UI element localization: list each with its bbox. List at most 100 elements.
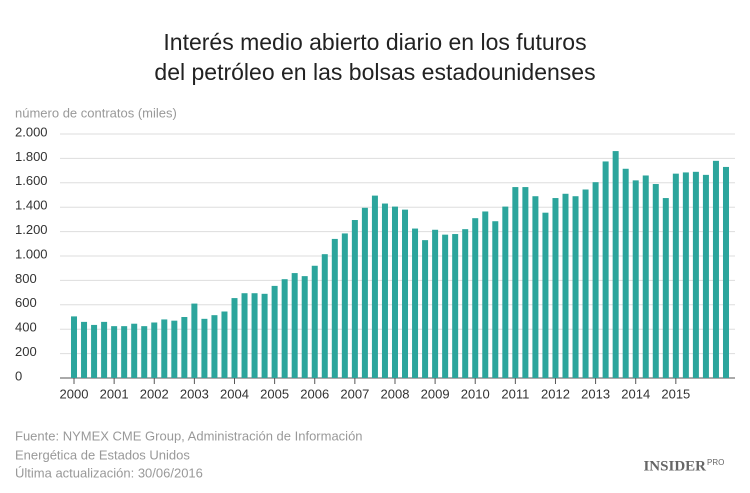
source: Fuente: NYMEX CME Group, Administración …	[15, 428, 363, 443]
bar	[662, 198, 669, 378]
y-tick-label: 800	[15, 271, 37, 286]
bar	[141, 326, 148, 378]
x-tick-label: 2006	[300, 386, 329, 401]
bar	[522, 187, 529, 378]
logo-sup: PRO	[707, 458, 724, 467]
y-tick-label: 2.000	[15, 124, 48, 139]
x-tick-label: 2012	[541, 386, 570, 401]
bar	[682, 172, 689, 378]
bar	[391, 206, 398, 378]
x-tick-label: 2002	[140, 386, 169, 401]
bar	[422, 240, 429, 378]
bar	[161, 319, 168, 378]
bar	[191, 303, 198, 378]
bar	[722, 166, 729, 378]
bar	[91, 324, 98, 378]
bar	[221, 311, 228, 378]
bar	[71, 316, 78, 378]
chart-title: del petróleo en las bolsas estadounidens…	[154, 59, 595, 85]
bar	[271, 285, 278, 378]
bar	[231, 298, 238, 378]
source: Última actualización: 30/06/2016	[15, 465, 203, 480]
source: Energética de Estados Unidos	[15, 447, 190, 462]
bar	[502, 206, 509, 378]
bar	[532, 196, 539, 378]
bar	[171, 320, 178, 378]
bar	[472, 218, 479, 378]
bar	[542, 212, 549, 378]
bar	[702, 174, 709, 378]
bar	[622, 168, 629, 378]
bar	[452, 234, 459, 378]
bar	[652, 184, 659, 378]
y-tick-label: 1.200	[15, 222, 48, 237]
x-tick-label: 2004	[220, 386, 249, 401]
bar	[402, 209, 409, 378]
y-tick-label: 200	[15, 344, 37, 359]
bar	[201, 318, 208, 378]
bar	[211, 315, 218, 378]
chart-title: Interés medio abierto diario en los futu…	[163, 29, 586, 55]
bar	[111, 326, 118, 378]
y-tick-label: 600	[15, 295, 37, 310]
bar	[552, 198, 559, 378]
bar	[632, 180, 639, 378]
bar	[291, 273, 298, 378]
bar	[321, 254, 328, 378]
bar	[482, 211, 489, 378]
bar	[331, 238, 338, 378]
bar	[371, 195, 378, 378]
bar	[412, 228, 419, 378]
bar	[442, 234, 449, 378]
x-tick-label: 2010	[461, 386, 490, 401]
y-tick-label: 1.400	[15, 198, 48, 213]
bar	[432, 229, 439, 378]
bar	[341, 233, 348, 378]
bar	[562, 193, 569, 378]
x-tick-label: 2015	[661, 386, 690, 401]
bar	[582, 189, 589, 378]
bar	[602, 161, 609, 378]
bar	[151, 322, 158, 378]
bar	[712, 160, 719, 378]
bar	[351, 220, 358, 378]
x-tick-label: 2007	[340, 386, 369, 401]
bar	[381, 203, 388, 378]
bar	[462, 229, 469, 378]
x-tick-label: 2013	[581, 386, 610, 401]
bar	[301, 276, 308, 378]
bar	[492, 221, 499, 378]
bar	[81, 321, 88, 378]
bar	[311, 265, 318, 378]
bar	[101, 321, 108, 378]
bar	[361, 207, 368, 378]
bar	[131, 323, 138, 378]
bar	[572, 196, 579, 378]
x-tick-label: 2001	[100, 386, 129, 401]
bar	[672, 173, 679, 378]
bar	[612, 151, 619, 378]
y-tick-label: 400	[15, 320, 37, 335]
bar	[251, 293, 258, 378]
bar	[281, 279, 288, 378]
x-tick-label: 2011	[501, 386, 529, 401]
logo: INSIDER	[643, 458, 706, 474]
bar	[642, 175, 649, 378]
x-tick-label: 2005	[260, 386, 289, 401]
bar	[592, 182, 599, 378]
y-tick-label: 1.600	[15, 173, 48, 188]
bar	[692, 171, 699, 378]
bar	[121, 326, 128, 378]
y-tick-label: 1.800	[15, 149, 48, 164]
x-tick-label: 2014	[621, 386, 650, 401]
x-tick-label: 2009	[421, 386, 450, 401]
x-tick-label: 2003	[180, 386, 209, 401]
bar	[512, 187, 519, 378]
y-tick-label: 1.000	[15, 246, 48, 261]
bar	[261, 293, 268, 378]
bar	[241, 293, 248, 378]
y-tick-label: 0	[15, 368, 22, 383]
bar	[181, 317, 188, 378]
x-tick-label: 2000	[60, 386, 89, 401]
